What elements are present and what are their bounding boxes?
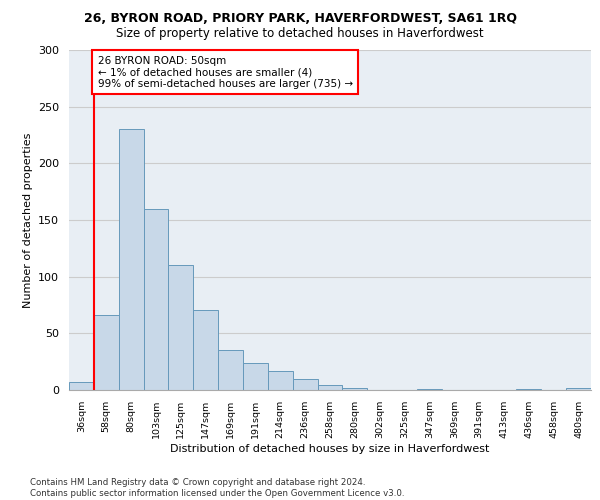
Bar	[343, 388, 367, 390]
Text: Contains HM Land Registry data © Crown copyright and database right 2024.
Contai: Contains HM Land Registry data © Crown c…	[30, 478, 404, 498]
Bar	[94, 315, 119, 390]
Bar	[317, 386, 343, 390]
Y-axis label: Number of detached properties: Number of detached properties	[23, 132, 32, 308]
Bar	[169, 266, 193, 390]
Bar	[268, 370, 293, 390]
Bar	[517, 389, 541, 390]
Bar	[243, 363, 268, 390]
Bar	[293, 378, 317, 390]
Text: 26, BYRON ROAD, PRIORY PARK, HAVERFORDWEST, SA61 1RQ: 26, BYRON ROAD, PRIORY PARK, HAVERFORDWE…	[83, 12, 517, 26]
Bar	[218, 350, 243, 390]
Bar	[119, 130, 143, 390]
Bar	[69, 382, 94, 390]
Bar	[566, 388, 591, 390]
Text: 26 BYRON ROAD: 50sqm
← 1% of detached houses are smaller (4)
99% of semi-detache: 26 BYRON ROAD: 50sqm ← 1% of detached ho…	[98, 56, 353, 89]
Bar	[193, 310, 218, 390]
Text: Size of property relative to detached houses in Haverfordwest: Size of property relative to detached ho…	[116, 28, 484, 40]
Bar	[143, 208, 169, 390]
Bar	[417, 389, 442, 390]
X-axis label: Distribution of detached houses by size in Haverfordwest: Distribution of detached houses by size …	[170, 444, 490, 454]
